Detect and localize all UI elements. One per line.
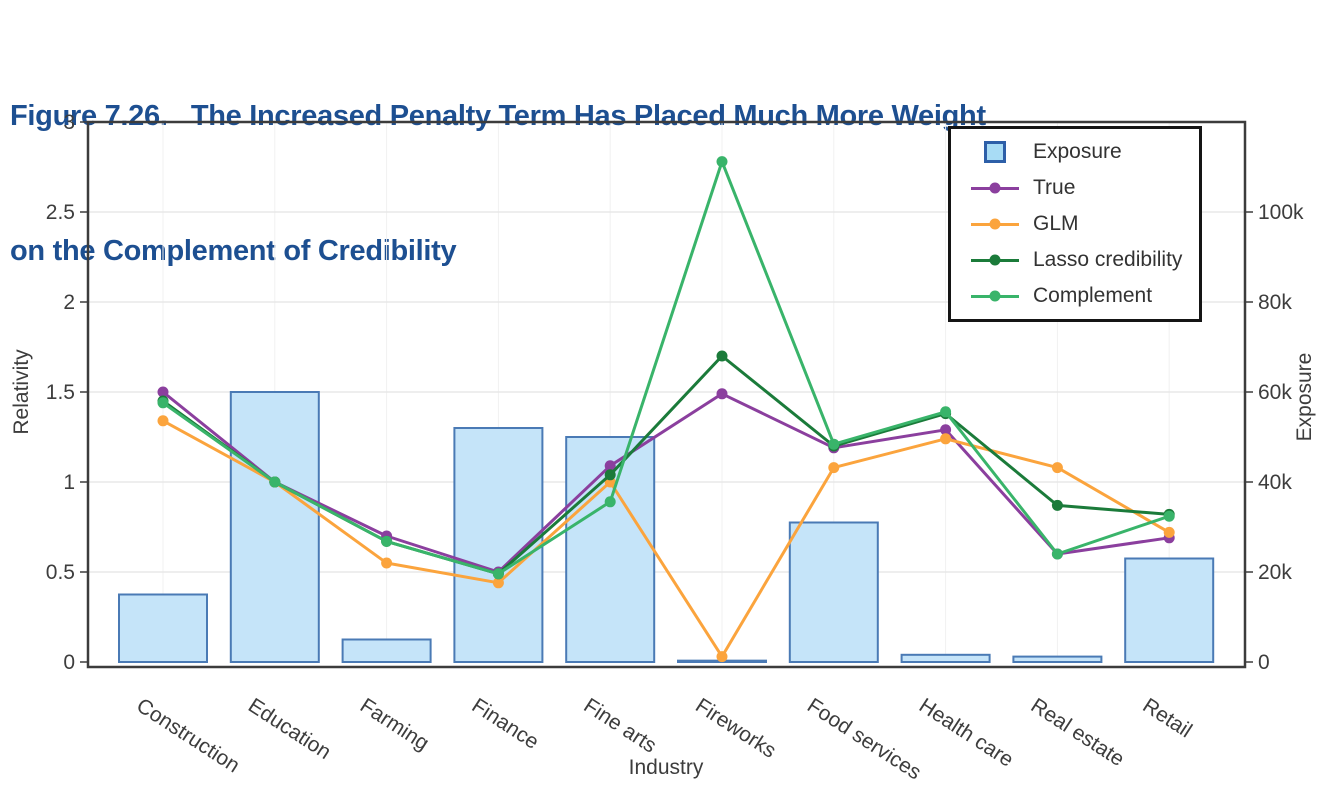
exposure-bar-education bbox=[229, 391, 320, 663]
exposure-bar-construction bbox=[118, 593, 208, 663]
y-left-tick-label: 2.5 bbox=[46, 201, 75, 224]
series-point-glm-farming bbox=[381, 557, 393, 569]
legend-item-glm: GLM bbox=[967, 206, 1199, 242]
legend-label: True bbox=[1033, 176, 1076, 199]
y-left-tick-label: 3 bbox=[63, 111, 75, 134]
y-right-tick-label: 20k bbox=[1258, 561, 1292, 584]
x-tick-label-construction: Construction bbox=[132, 694, 243, 777]
y-right-axis-title: Exposure bbox=[1293, 352, 1316, 442]
series-point-complement-education bbox=[269, 476, 281, 488]
series-point-complement-finance bbox=[492, 568, 504, 580]
series-point-glm-fireworks bbox=[716, 651, 728, 663]
x-tick-label-retail: Retail bbox=[1138, 694, 1196, 743]
legend-item-true: True bbox=[967, 170, 1199, 206]
glm-line-swatch-icon bbox=[971, 218, 1019, 230]
y-right-tick-label: 0 bbox=[1258, 651, 1270, 674]
plot-frame bbox=[86, 120, 1247, 669]
y-left-axis-title: Relativity bbox=[10, 349, 33, 435]
exposure-bar-food-services bbox=[788, 521, 879, 663]
legend-label: Exposure bbox=[1033, 140, 1122, 163]
complement-line-swatch-icon bbox=[971, 290, 1019, 302]
y-left-tick-label: 2 bbox=[63, 291, 75, 314]
x-tick-label-health-care: Health care bbox=[915, 694, 1018, 772]
x-axis-title: Industry bbox=[628, 756, 704, 779]
y-right-tick-label: 40k bbox=[1258, 471, 1292, 494]
lasso-line-swatch-icon bbox=[971, 254, 1019, 266]
series-line-true bbox=[162, 390, 1170, 574]
y-right-tick-label: 100k bbox=[1258, 201, 1304, 224]
series-line-complement bbox=[162, 160, 1170, 576]
legend-item-exposure: Exposure bbox=[967, 134, 1199, 170]
series-point-true-health-care bbox=[940, 424, 952, 436]
legend-item-complement: Complement bbox=[967, 278, 1199, 314]
x-tick-label-finance: Finance bbox=[468, 694, 543, 754]
x-tick-label-education: Education bbox=[244, 694, 335, 764]
figure-title-line1: Figure 7.26. The Increased Penalty Term … bbox=[10, 100, 986, 132]
exposure-bar-real-estate bbox=[1012, 655, 1103, 663]
y-left-tick-label: 0.5 bbox=[46, 561, 75, 584]
x-tick-label-real-estate: Real estate bbox=[1027, 694, 1129, 771]
series-point-glm-finance bbox=[492, 577, 504, 589]
x-tick-label-fireworks: Fireworks bbox=[691, 694, 780, 763]
series-point-lasso-credibility-fireworks bbox=[716, 350, 728, 362]
y-left-tick-label: 1.5 bbox=[46, 381, 75, 404]
exposure-bar-farming bbox=[341, 638, 432, 663]
x-tick-label-food-services: Food services bbox=[803, 694, 925, 784]
series-point-complement-health-care bbox=[940, 406, 952, 418]
series-line-glm bbox=[162, 419, 1170, 659]
exposure-bar-retail bbox=[1124, 557, 1215, 663]
series-point-complement-fine-arts bbox=[604, 496, 616, 508]
series-point-glm-food-services bbox=[828, 462, 840, 474]
series-point-true-fireworks bbox=[716, 388, 728, 400]
chart-legend: Exposure True GLM Lasso credibility Comp… bbox=[948, 126, 1202, 322]
series-point-complement-real-estate bbox=[1051, 548, 1063, 560]
y-right-tick-label: 60k bbox=[1258, 381, 1292, 404]
series-point-lasso-credibility-real-estate bbox=[1051, 499, 1063, 511]
series-point-lasso-credibility-fine-arts bbox=[604, 469, 616, 481]
exposure-swatch-icon bbox=[984, 141, 1006, 163]
exposure-bar-health-care bbox=[900, 653, 991, 663]
series-point-true-construction bbox=[157, 386, 169, 398]
series-point-complement-fireworks bbox=[716, 156, 728, 168]
series-point-glm-health-care bbox=[940, 433, 952, 445]
y-left-tick-label: 0 bbox=[63, 651, 75, 674]
legend-item-lasso-credibility: Lasso credibility bbox=[967, 242, 1199, 278]
y-left-tick-label: 1 bbox=[63, 471, 75, 494]
true-line-swatch-icon bbox=[971, 182, 1019, 194]
series-point-complement-farming bbox=[381, 535, 393, 547]
x-tick-label-farming: Farming bbox=[356, 694, 433, 755]
series-point-true-fine-arts bbox=[604, 460, 616, 472]
series-point-complement-food-services bbox=[828, 438, 840, 450]
series-point-complement-retail bbox=[1163, 510, 1175, 522]
y-right-tick-label: 80k bbox=[1258, 291, 1292, 314]
series-point-glm-real-estate bbox=[1051, 462, 1063, 474]
series-point-glm-construction bbox=[157, 415, 169, 427]
series-point-complement-construction bbox=[157, 397, 169, 409]
legend-label: Complement bbox=[1033, 284, 1153, 307]
legend-label: GLM bbox=[1033, 212, 1079, 235]
legend-label: Lasso credibility bbox=[1033, 248, 1183, 271]
series-point-glm-retail bbox=[1163, 526, 1175, 538]
x-tick-label-fine-arts: Fine arts bbox=[579, 694, 660, 758]
